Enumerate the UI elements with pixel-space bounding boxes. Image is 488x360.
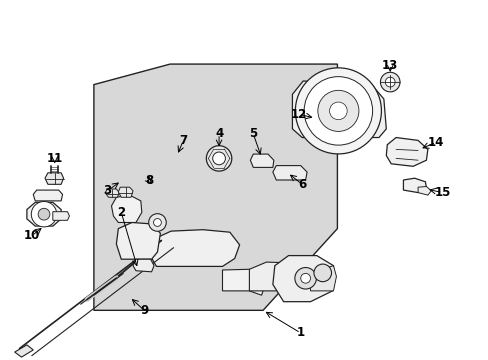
Polygon shape [27, 202, 61, 226]
Polygon shape [111, 195, 142, 222]
Polygon shape [116, 222, 160, 259]
Polygon shape [118, 187, 133, 197]
Circle shape [317, 90, 358, 131]
Polygon shape [249, 262, 298, 291]
Polygon shape [45, 173, 63, 184]
Polygon shape [15, 345, 33, 357]
Text: 2: 2 [117, 206, 125, 219]
Polygon shape [292, 81, 386, 138]
Text: 10: 10 [23, 229, 40, 242]
Circle shape [380, 72, 399, 92]
Polygon shape [272, 256, 333, 302]
Circle shape [385, 77, 394, 87]
Circle shape [313, 264, 331, 282]
Polygon shape [386, 138, 427, 166]
Text: 9: 9 [140, 304, 148, 317]
Circle shape [206, 146, 231, 171]
Polygon shape [105, 189, 119, 197]
Polygon shape [403, 178, 426, 193]
Polygon shape [250, 154, 273, 167]
Polygon shape [222, 269, 266, 295]
Text: 8: 8 [145, 174, 153, 187]
Polygon shape [94, 64, 337, 310]
Polygon shape [272, 166, 306, 180]
Circle shape [295, 68, 381, 154]
Polygon shape [33, 190, 62, 201]
Circle shape [153, 219, 161, 226]
Text: 11: 11 [46, 152, 63, 165]
Circle shape [148, 214, 166, 231]
Circle shape [304, 77, 372, 145]
Polygon shape [53, 212, 69, 220]
Text: 13: 13 [381, 59, 398, 72]
Circle shape [300, 273, 310, 283]
Circle shape [329, 102, 346, 120]
Polygon shape [149, 230, 239, 266]
Circle shape [294, 267, 316, 289]
Polygon shape [417, 186, 430, 195]
Text: 6: 6 [298, 178, 305, 191]
Text: 7: 7 [179, 134, 187, 147]
Polygon shape [310, 266, 336, 291]
Circle shape [38, 208, 50, 220]
Text: 4: 4 [215, 127, 223, 140]
Text: 12: 12 [290, 108, 307, 121]
Circle shape [212, 152, 225, 165]
Circle shape [31, 202, 57, 227]
Polygon shape [133, 259, 154, 272]
Text: 1: 1 [296, 327, 304, 339]
Text: 15: 15 [433, 186, 450, 199]
Text: 5: 5 [249, 127, 257, 140]
Text: 14: 14 [427, 136, 444, 149]
Text: 3: 3 [103, 184, 111, 197]
